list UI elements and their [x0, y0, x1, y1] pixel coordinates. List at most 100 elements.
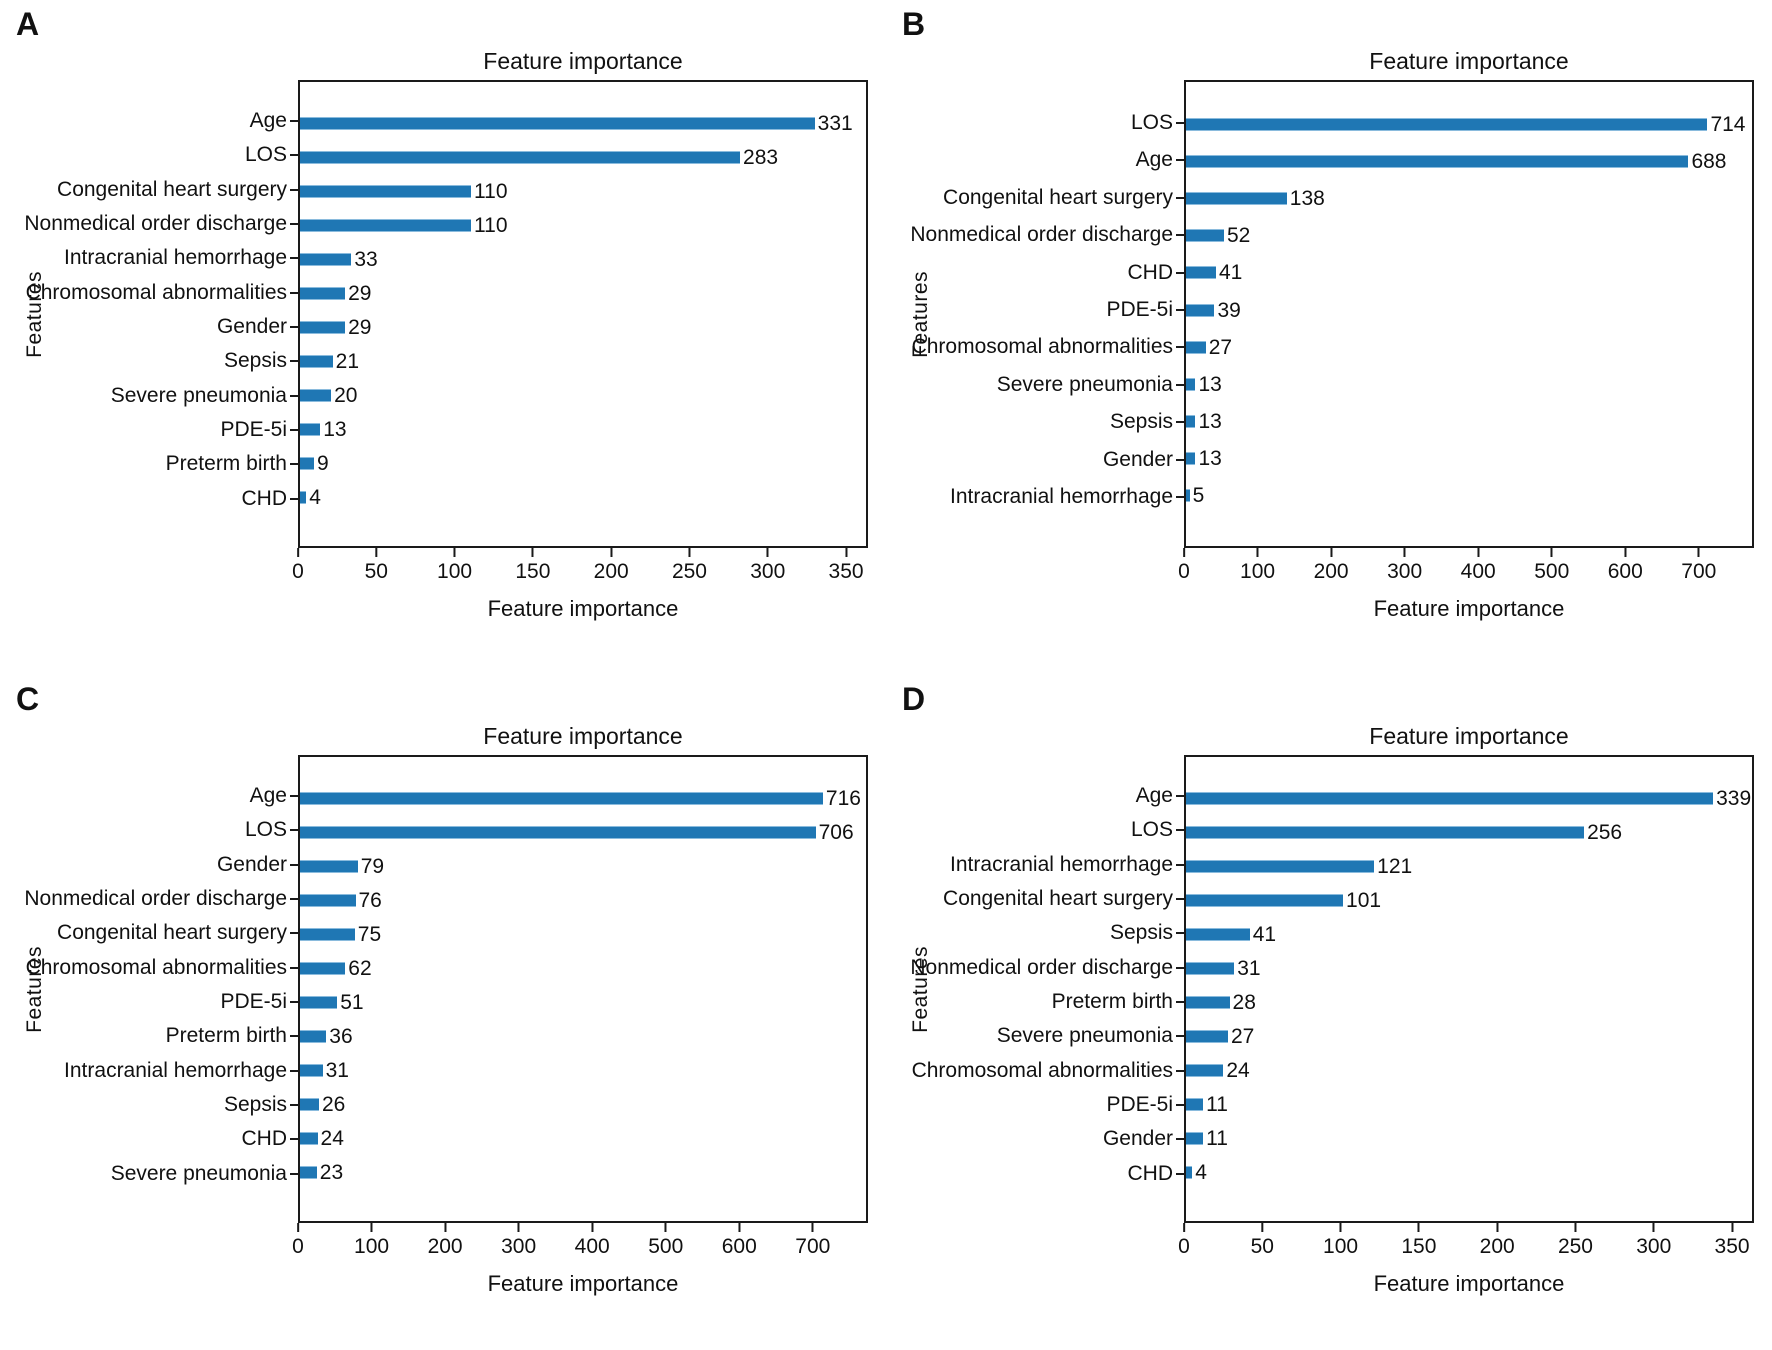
value-label: 11: [1206, 1126, 1228, 1150]
y-tick: [290, 360, 298, 363]
category-label: Chromosomal abnormalities: [911, 1058, 1173, 1082]
x-axis-label: Feature importance: [487, 1271, 679, 1296]
x-tick-mark: [766, 548, 769, 557]
value-label: 33: [354, 247, 378, 271]
panel-c-header: C: [16, 681, 868, 719]
y-tick: [290, 898, 298, 901]
x-tick: 250: [1558, 1223, 1593, 1259]
category-label: Preterm birth: [165, 452, 287, 476]
category-row: Chromosomal abnormalities: [912, 1054, 1184, 1088]
bar-row: 26: [300, 1087, 866, 1121]
value-label: 29: [348, 281, 372, 305]
bar-row: 283: [300, 140, 866, 174]
bar-row: 5: [1186, 477, 1752, 514]
category-row: Chromosomal abnormalities: [912, 329, 1184, 366]
x-tick: 100: [1240, 548, 1275, 584]
value-label: 27: [1230, 1024, 1255, 1048]
value-label: 11: [1206, 1092, 1228, 1116]
value-label: 9: [316, 451, 329, 475]
x-tick: 200: [428, 1223, 463, 1259]
category-label: PDE-5i: [220, 990, 287, 1014]
category-row: LOS: [934, 813, 1184, 847]
bar-row: 716: [300, 781, 866, 815]
bar: [300, 1165, 317, 1179]
bar-row: 714: [1186, 106, 1752, 143]
bar: [1186, 340, 1206, 354]
category-label: Sepsis: [1109, 921, 1173, 945]
x-tick-mark: [1574, 1223, 1577, 1232]
x-axis: 0 100 200 300 400 500 600 700: [1178, 548, 1754, 596]
x-tick: 300: [1636, 1223, 1671, 1259]
x-tick: 200: [594, 548, 629, 584]
y-axis-label: Features: [909, 270, 932, 358]
x-tick-mark: [1496, 1223, 1499, 1232]
x-tick: 100: [1323, 1223, 1358, 1259]
chart-title: Feature importance: [1369, 48, 1569, 74]
value-label: 4: [1195, 1160, 1207, 1184]
category-row: LOS: [934, 104, 1184, 141]
bar-row: 29: [300, 276, 866, 310]
x-tick-label: 300: [750, 560, 786, 583]
category-label: LOS: [244, 143, 287, 167]
x-tick: 300: [501, 1223, 536, 1259]
bar: [1186, 927, 1250, 941]
panel-letter: B: [902, 6, 926, 42]
x-tick-mark: [375, 548, 378, 557]
value-label: 110: [474, 179, 508, 203]
value-label: 62: [348, 956, 372, 980]
y-tick: [290, 429, 298, 432]
y-tick: [1176, 458, 1184, 461]
bar: [300, 456, 314, 470]
category-label: Congenital heart surgery: [57, 921, 287, 945]
category-row: Congenital heart surgery: [48, 916, 298, 950]
category-row: Congenital heart surgery: [48, 173, 298, 207]
x-tick-mark: [845, 548, 848, 557]
bar-row: 41: [1186, 917, 1752, 951]
value-label: 41: [1218, 261, 1243, 285]
value-label: 339: [1716, 786, 1752, 810]
category-row: Intracranial hemorrhage: [48, 1054, 298, 1088]
plot-main: Features Age LOS Congenital heart surgery N…: [22, 80, 868, 548]
bar: [300, 286, 346, 300]
panel-letter: D: [902, 681, 926, 717]
value-label: 256: [1587, 820, 1623, 844]
x-tick-label: 100: [354, 1235, 390, 1258]
bar: [1186, 1165, 1193, 1179]
bar-row: 706: [300, 815, 866, 849]
value-label: 36: [329, 1024, 353, 1048]
x-tick-mark: [1403, 548, 1406, 557]
category-row: Sepsis: [48, 344, 298, 378]
chart-title: Feature importance: [483, 48, 683, 74]
x-tick-label: 50: [1250, 1235, 1274, 1258]
x-tick-mark: [1697, 548, 1700, 557]
category-label: Gender: [216, 852, 287, 876]
x-tick: 500: [1534, 548, 1569, 584]
category-row: Nonmedical order discharge: [910, 951, 1184, 985]
category-label: Age: [249, 784, 287, 808]
y-tick: [290, 1069, 298, 1072]
plot-main: Features Age LOS Gender Nonmedical order di…: [22, 755, 868, 1223]
panel-d-chart: Feature importance Features Age LOS Intrac…: [902, 719, 1754, 1301]
category-row: Age: [934, 779, 1184, 813]
y-tick: [1176, 1001, 1184, 1004]
category-label: LOS: [1130, 818, 1173, 842]
y-tick: [290, 1104, 298, 1107]
bar: [1186, 1131, 1204, 1145]
y-tick: [1176, 196, 1184, 199]
x-axis-label: Feature importance: [1373, 596, 1565, 621]
x-tick-label: 400: [1460, 560, 1496, 583]
value-label: 13: [1198, 409, 1222, 433]
bar-row: 11: [1186, 1087, 1752, 1121]
x-tick-label: 350: [828, 560, 864, 583]
category-label: Intracranial hemorrhage: [64, 246, 287, 270]
category-label: Intracranial hemorrhage: [64, 1058, 287, 1082]
category-label: Intracranial hemorrhage: [950, 485, 1173, 509]
category-label: Chromosomal abnormalities: [25, 280, 287, 304]
y-tick: [290, 1172, 298, 1175]
value-label: 52: [1226, 224, 1251, 248]
value-label: 41: [1252, 922, 1277, 946]
x-tick: 50: [1251, 1223, 1274, 1259]
category-label: Sepsis: [223, 349, 287, 373]
y-tick: [1176, 795, 1184, 798]
x-tick-label: 200: [427, 1235, 463, 1258]
